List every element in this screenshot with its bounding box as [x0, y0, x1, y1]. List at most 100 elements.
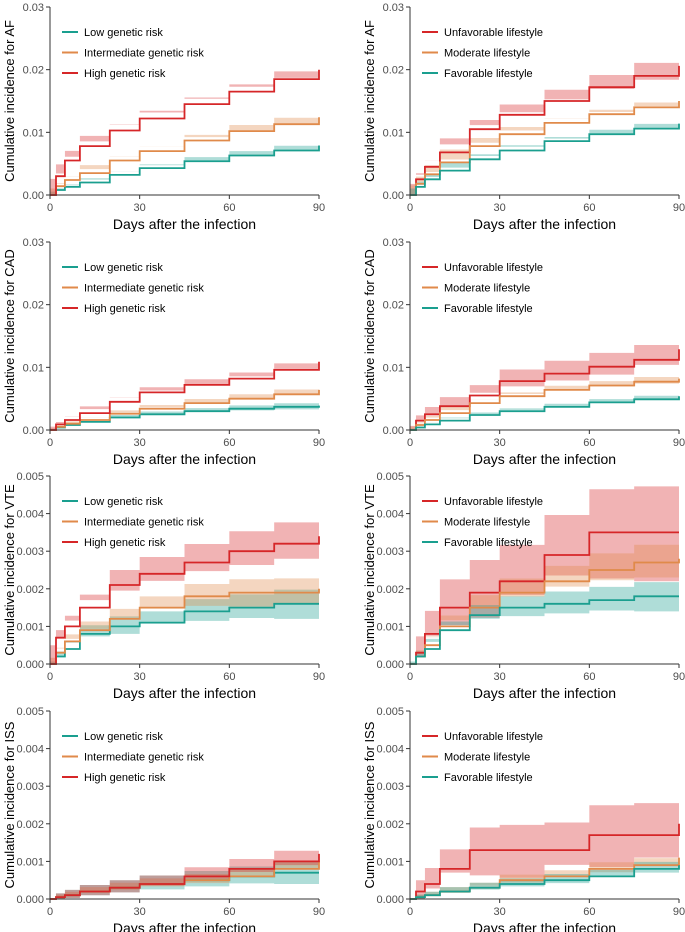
x-axis-title: Days after the infection: [473, 685, 616, 701]
x-tick-label: 60: [223, 437, 235, 449]
y-tick-label: 0.02: [23, 300, 44, 312]
y-tick-label: 0.002: [376, 819, 404, 831]
legend-label-2: Moderate lifestyle: [444, 48, 530, 60]
legend-label-1: Low genetic risk: [84, 27, 163, 39]
legend-label-1: Low genetic risk: [84, 731, 163, 743]
ci-band-2: [410, 850, 679, 899]
y-tick-label: 0.001: [376, 856, 404, 868]
y-tick-label: 0.02: [383, 300, 404, 312]
series-line-3: [410, 123, 680, 196]
legend-label-2: Intermediate genetic risk: [84, 517, 204, 529]
ci-band-2: [410, 539, 679, 664]
legend-label-1: Unfavorable lifestyle: [444, 27, 543, 39]
y-tick-label: 0.003: [16, 546, 44, 558]
y-tick-label: 0.001: [16, 856, 44, 868]
y-tick-label: 0.03: [23, 237, 44, 249]
legend-label-3: High genetic risk: [84, 537, 166, 549]
x-tick-label: 60: [583, 906, 595, 918]
legend-label-2: Intermediate genetic risk: [84, 48, 204, 60]
series-line-3: [410, 595, 679, 665]
legend-label-1: Unfavorable lifestyle: [444, 731, 543, 743]
x-tick-label: 30: [134, 906, 146, 918]
panel-lifestyle-ISS: 0.000 0.001 0.002 0.003 0.004 0.005 0 30 60 90 Day…: [362, 706, 685, 932]
x-tick-label: 0: [407, 906, 413, 918]
x-axis-title: Days after the infection: [113, 920, 256, 932]
y-tick-label: 0.03: [23, 2, 44, 14]
x-tick-label: 0: [47, 671, 53, 683]
x-tick-label: 90: [313, 202, 325, 214]
y-axis-title: Cumulative incidence for AF: [362, 20, 377, 182]
legend-label-3: Favorable lifestyle: [444, 68, 533, 80]
series-line-1: [410, 823, 680, 900]
x-tick-label: 90: [313, 671, 325, 683]
y-tick-label: 0.01: [23, 362, 44, 374]
y-tick-label: 0.01: [383, 127, 404, 139]
y-tick-label: 0.003: [16, 781, 44, 793]
y-tick-label: 0.000: [376, 894, 404, 906]
y-tick-label: 0.001: [376, 621, 404, 633]
series-line-3: [410, 865, 680, 900]
x-tick-label: 30: [134, 437, 146, 449]
y-tick-label: 0.00: [23, 425, 44, 437]
x-tick-label: 90: [673, 202, 685, 214]
series-line-3: [50, 361, 320, 431]
series-line-3: [50, 853, 320, 900]
x-tick-label: 0: [407, 671, 413, 683]
x-tick-label: 60: [583, 671, 595, 683]
x-tick-label: 90: [313, 437, 325, 449]
y-axis-title: Cumulative incidence for ISS: [362, 721, 377, 888]
ci-band-3: [50, 842, 319, 899]
y-axis-title: Cumulative incidence for CAD: [362, 249, 377, 422]
y-tick-label: 0.002: [376, 584, 404, 596]
panel-lifestyle-VTE: 0.000 0.001 0.002 0.003 0.004 0.005 0 30 60 90 Day…: [362, 471, 685, 701]
x-tick-label: 0: [407, 437, 413, 449]
x-tick-label: 0: [407, 202, 413, 214]
y-tick-label: 0.004: [16, 744, 44, 756]
x-tick-label: 90: [673, 906, 685, 918]
panel-genetic-CAD: 0.00 0.01 0.02 0.03 0 30 60 90 Days after the in…: [2, 237, 325, 467]
y-tick-label: 0.03: [383, 237, 404, 249]
series-line-2: [50, 389, 320, 431]
ci-band-3: [50, 61, 319, 195]
legend-label-1: Unfavorable lifestyle: [444, 262, 543, 274]
y-tick-label: 0.005: [376, 471, 404, 483]
y-tick-label: 0.004: [376, 509, 404, 521]
x-axis-title: Days after the infection: [473, 451, 616, 467]
y-tick-label: 0.003: [376, 781, 404, 793]
y-axis-title: Cumulative incidence for VTE: [362, 484, 377, 656]
y-tick-label: 0.004: [376, 744, 404, 756]
legend-label-3: Favorable lifestyle: [444, 537, 533, 549]
x-tick-label: 60: [223, 671, 235, 683]
x-tick-label: 60: [223, 202, 235, 214]
ci-band-1: [50, 140, 319, 195]
x-tick-label: 0: [47, 437, 53, 449]
legend-label-2: Intermediate genetic risk: [84, 283, 204, 295]
x-tick-label: 0: [47, 906, 53, 918]
y-tick-label: 0.000: [376, 659, 404, 671]
ci-band-3: [410, 118, 679, 195]
y-tick-label: 0.004: [16, 509, 44, 521]
y-axis-title: Cumulative incidence for AF: [2, 20, 17, 182]
x-axis-title: Days after the infection: [473, 216, 616, 232]
x-tick-label: 60: [223, 906, 235, 918]
series-line-3: [50, 536, 320, 665]
ci-band-2: [50, 384, 319, 430]
ci-band-2: [410, 95, 679, 195]
ci-band-3: [50, 354, 319, 430]
x-tick-label: 60: [583, 437, 595, 449]
legend-label-1: Unfavorable lifestyle: [444, 496, 543, 508]
x-tick-label: 60: [583, 202, 595, 214]
ci-band-1: [410, 789, 679, 899]
y-tick-label: 0.002: [16, 584, 44, 596]
x-axis-title: Days after the infection: [113, 216, 256, 232]
y-tick-label: 0.001: [16, 621, 44, 633]
y-tick-label: 0.02: [23, 65, 44, 77]
legend-label-2: Moderate lifestyle: [444, 752, 530, 764]
x-tick-label: 90: [673, 437, 685, 449]
x-tick-label: 30: [494, 906, 506, 918]
x-tick-label: 0: [47, 202, 53, 214]
legend-label-2: Intermediate genetic risk: [84, 752, 204, 764]
series-line-3: [50, 69, 320, 196]
x-axis-title: Days after the infection: [113, 685, 256, 701]
